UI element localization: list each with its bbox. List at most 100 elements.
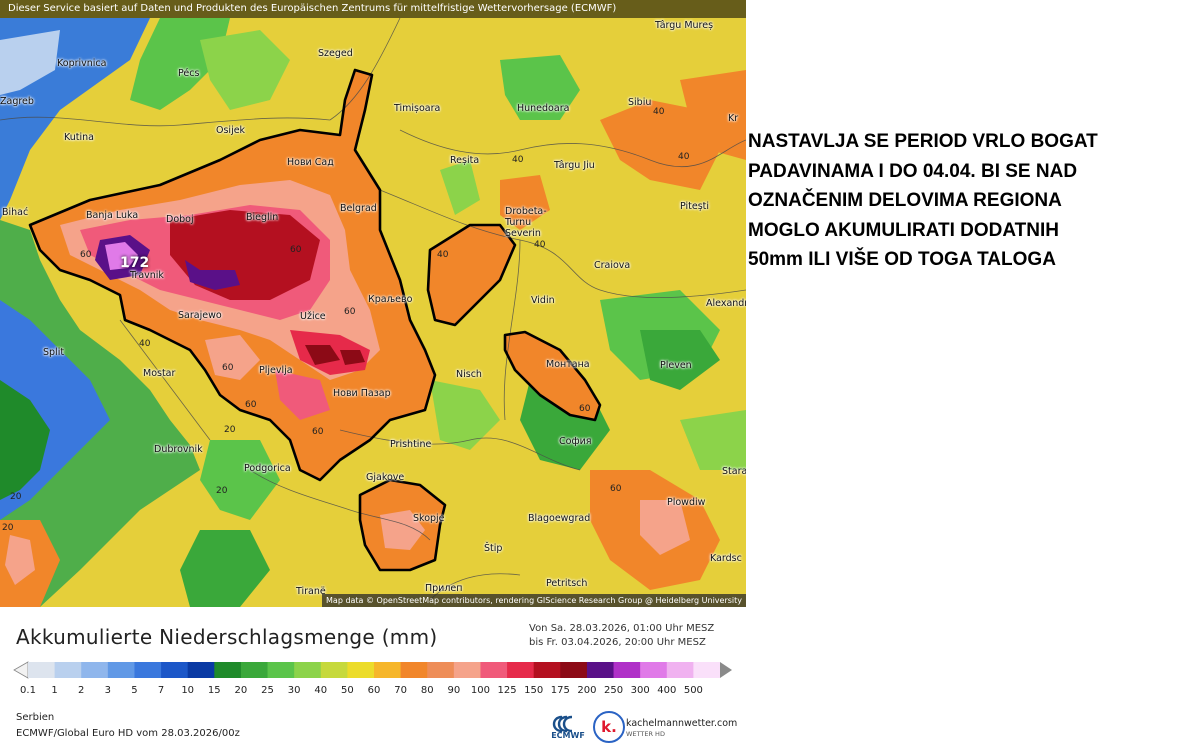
city-label: Podgorica — [244, 463, 291, 474]
contour-label: 60 — [80, 250, 92, 260]
scale-swatch — [613, 662, 641, 678]
scale-label: 150 — [524, 685, 544, 696]
scale-label: 25 — [261, 685, 274, 696]
scale-swatch — [81, 662, 109, 678]
scale-label: 100 — [470, 685, 490, 696]
city-label: Mostar — [143, 368, 176, 379]
annotation-text: NASTAVLJA SE PERIOD VRLO BOGAT PADAVINAM… — [748, 127, 1200, 275]
scale-swatch — [267, 662, 295, 678]
city-label: Kardsc — [710, 553, 742, 564]
contour-label: 20 — [10, 492, 22, 502]
city-label: Gjakove — [366, 472, 405, 483]
contour-label: 40 — [437, 250, 449, 260]
color-scale-labels: 0.1 1 2 3 5 7 10 15 20 25 30 40 50 60 70 80 90 100 125 150 1… — [0, 685, 746, 699]
city-label: Прилеп — [425, 583, 463, 594]
city-label: Banja Luka — [86, 210, 139, 221]
city-label: Timișoara — [394, 103, 441, 114]
scale-label: 40 — [314, 685, 328, 696]
scale-label: 80 — [420, 685, 434, 696]
city-label: Краљево — [368, 294, 413, 305]
city-label: Vidin — [531, 295, 555, 306]
period-from: Von Sa. 28.03.2026, 01:00 Uhr MESZ — [529, 623, 715, 634]
scale-swatch — [693, 662, 721, 678]
scale-label: 70 — [394, 685, 407, 696]
scale-label: 20 — [234, 685, 248, 696]
city-label: Pleven — [660, 360, 692, 371]
city-label: Dubrovnik — [154, 444, 203, 455]
scale-swatch — [586, 662, 615, 678]
contour-label: 20 — [224, 425, 236, 435]
scale-swatch — [533, 662, 561, 678]
scale-label: 90 — [447, 685, 461, 696]
scale-label: 400 — [657, 685, 677, 696]
city-label: Split — [43, 347, 65, 358]
city-label: Hunedoara — [517, 103, 570, 114]
scale-label: 10 — [181, 685, 195, 696]
contour-label: 20 — [216, 486, 228, 496]
scale-swatch — [480, 662, 508, 678]
period-to: bis Fr. 03.04.2026, 20:00 Uhr MESZ — [529, 637, 706, 648]
contour-label: 40 — [678, 152, 690, 162]
city-label: Doboj — [166, 214, 194, 225]
contour-label: 60 — [579, 404, 591, 414]
contour-label: 60 — [290, 245, 302, 255]
scale-label: 0.1 — [20, 685, 36, 696]
scale-label: 200 — [577, 685, 597, 696]
city-label: Reșita — [450, 155, 480, 166]
scale-right-arrow — [720, 662, 732, 678]
scale-swatch — [374, 662, 402, 678]
scale-label: 5 — [131, 685, 138, 696]
city-label: Нови Сад — [287, 157, 334, 168]
city-label: Koprivnica — [57, 58, 107, 69]
scale-swatch — [294, 662, 322, 678]
city-label: Belgrad — [340, 203, 377, 214]
precipitation-map: Dieser Service basiert auf Daten und Pro… — [0, 0, 746, 607]
scale-label: 250 — [603, 685, 624, 696]
city-label: Osijek — [216, 125, 246, 136]
contour-label: 60 — [610, 484, 622, 494]
city-label: Nisch — [456, 369, 482, 380]
scale-label: 30 — [287, 685, 301, 696]
city-label: Sarajewo — [178, 310, 222, 321]
model-run: ECMWF/Global Euro HD vom 28.03.2026/00z — [16, 728, 240, 739]
map-attribution: Map data © OpenStreetMap contributors, r… — [322, 594, 746, 607]
city-label: Blagoewgrad — [528, 513, 591, 524]
scale-label: 60 — [367, 685, 381, 696]
city-label: Prishtine — [390, 439, 432, 450]
map-svg — [0, 17, 746, 607]
ecmwf-logo-text: ECMWF — [551, 731, 585, 740]
scale-swatch — [187, 662, 215, 678]
contour-label: 40 — [653, 107, 665, 117]
annotation-line: MOGLO AKUMULIRATI DODATNIH — [748, 219, 1059, 241]
contour-label: 60 — [344, 307, 356, 317]
scale-label: 7 — [157, 685, 165, 696]
scale-label: 15 — [207, 685, 221, 696]
contour-label: 40 — [139, 339, 151, 349]
legend-title: Akkumulierte Niederschlagsmenge (mm) — [16, 625, 438, 649]
contour-label: 60 — [245, 400, 257, 410]
contour-label: 40 — [534, 240, 546, 250]
city-label: Pljevlja — [259, 365, 293, 376]
city-label: Târgu Jiu — [554, 160, 595, 171]
kachelmann-logo-icon: k. — [593, 711, 625, 743]
scale-swatch — [161, 662, 189, 678]
city-label: Pitești — [680, 201, 710, 212]
city-label: Skopje — [413, 513, 445, 524]
scale-swatch — [54, 662, 82, 678]
scale-label: 300 — [630, 685, 650, 696]
scale-swatch — [134, 662, 162, 678]
scale-label: 500 — [683, 685, 703, 696]
scale-label: 2 — [78, 685, 85, 696]
annotation-line: NASTAVLJA SE PERIOD VRLO BOGAT — [748, 131, 1098, 152]
scale-swatch — [214, 662, 242, 678]
annotation-line: 50mm ILI VIŠE OD TOGA TALOGA — [748, 249, 1056, 270]
scale-swatch — [507, 662, 535, 678]
scale-label: 125 — [497, 685, 517, 696]
annotation-line: OZNAČENIM DELOVIMA REGIONA — [748, 190, 1062, 211]
scale-left-arrow — [13, 661, 29, 679]
city-label: Zagreb — [0, 96, 34, 107]
city-label: Bieglin — [246, 212, 279, 223]
city-label: Монтана — [546, 359, 590, 370]
contour-label: 60 — [312, 427, 324, 437]
city-label: Szeged — [318, 48, 353, 59]
